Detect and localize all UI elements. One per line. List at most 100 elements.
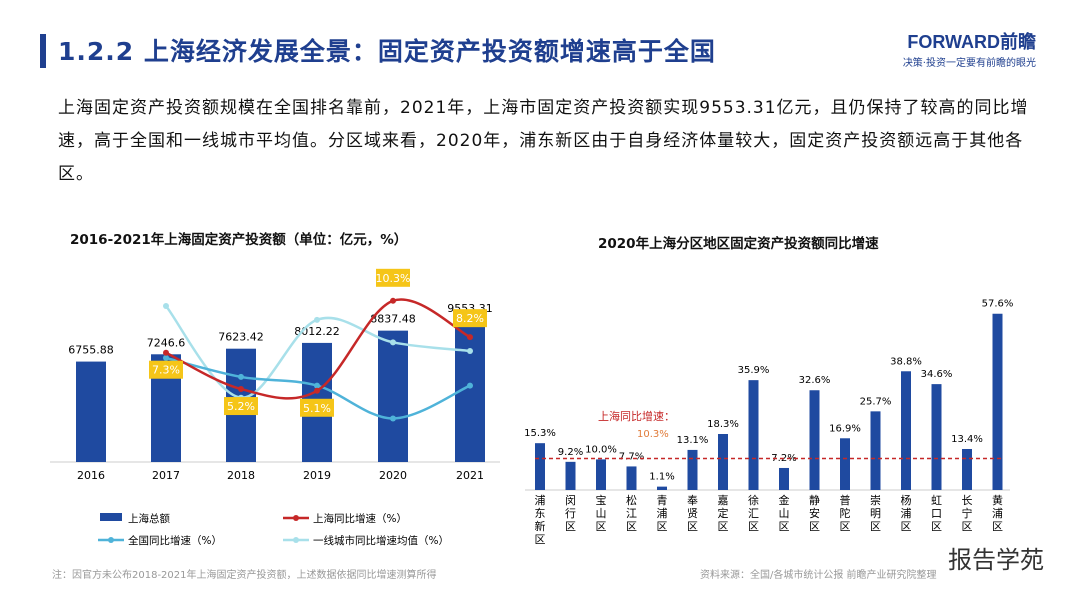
summary-paragraph: 上海固定资产投资额规模在全国排名靠前，2021年，上海市固定资产投资额实现955… [58,98,1029,184]
district-bar [962,448,972,490]
district-bar-label: 16.9% [829,423,861,434]
line-point [314,382,320,389]
growth-label-box [149,360,183,379]
district-bar [779,467,789,490]
district-bar [626,466,637,490]
district-bar-label: 25.7% [860,396,892,407]
x-tick-label: 2016 [77,469,105,482]
reference-value: 10.3% [637,429,669,440]
growth-label: 7.3% [152,364,180,377]
legend-label: 全国同比增速（%） [128,534,222,547]
district-bar [535,443,545,490]
district-bar [596,459,606,490]
district-label: 普陀区 [840,493,851,533]
growth-label: 5.1% [303,402,331,415]
x-tick-label: 2020 [379,469,407,482]
legend-swatch [100,513,122,521]
bar-total-2020 [378,330,408,462]
district-bar-label: 9.2% [558,447,583,458]
bar-label: 7623.42 [218,331,264,344]
line-point [238,373,244,380]
district-bar [809,390,820,490]
legend-label: 一线城市同比增速均值（%） [313,534,449,547]
district-label: 松江区 [626,493,637,533]
growth-label-box [376,268,410,287]
bar-label: 8837.48 [370,313,416,326]
district-bar-label: 7.7% [619,451,644,462]
district-label: 青浦区 [657,494,668,533]
reference-label: 上海同比增速： [598,409,675,423]
watermark: 报告学苑 [948,546,1044,574]
district-bar [840,438,850,490]
growth-label-box [300,398,334,417]
district-label: 浦东新区 [535,494,546,546]
brand-name: FORWARD前瞻 [907,32,1036,52]
line-point [314,387,320,394]
district-label: 奉贤区 [687,493,698,533]
legend-label: 上海同比增速（%） [313,512,407,525]
district-bar [901,371,911,490]
district-bar-label: 38.8% [890,356,922,367]
line-point [163,354,169,361]
x-tick-label: 2019 [303,469,331,482]
district-bar-label: 15.3% [524,428,556,439]
district-label: 长宁区 [962,494,973,533]
district-bar-label: 13.4% [951,434,983,445]
district-label: 杨浦区 [901,493,912,533]
title-accent [40,34,46,68]
legend-marker [108,537,114,543]
bar-label: 6755.88 [68,344,114,357]
district-bar [718,434,728,490]
bar-total-2016 [76,361,106,462]
legend-marker [293,515,299,521]
line-point [238,386,244,393]
brand-logo: FORWARD前瞻 决策·投资一定要有前瞻的眼光 [903,28,1036,69]
district-bar [931,384,942,490]
right-chart-title: 2020年上海分区地区固定资产投资额同比增速 [598,236,879,252]
district-bar [870,411,881,490]
district-label: 宝山区 [596,493,607,533]
district-label: 嘉定区 [718,493,729,533]
district-bar-label: 10.0% [585,444,617,455]
district-label: 虹口区 [931,494,942,533]
district-bar-label: 32.6% [799,375,831,386]
line-point [467,334,473,341]
x-tick-label: 2017 [152,469,180,482]
line-point [390,415,396,422]
district-label: 崇明区 [870,494,881,533]
growth-label: 8.2% [456,312,484,325]
x-tick-label: 2018 [227,469,255,482]
district-bar-label: 1.1% [649,472,674,483]
legend-marker [293,537,299,543]
footnote: 注：因官方未公布2018-2021年上海固定资产投资额，上述数据依据同比增速测算… [52,570,437,581]
line-point [163,303,169,309]
growth-label-box [224,397,258,416]
district-bar [748,380,759,490]
district-bar [565,461,576,490]
district-label: 闵行区 [565,493,576,533]
growth-label: 5.2% [227,400,255,413]
district-label: 徐汇区 [748,493,759,533]
line-point [314,316,320,323]
district-bar [992,313,1003,490]
line-point [163,349,169,356]
line-point [467,347,473,354]
district-bar [657,486,667,490]
district-label: 金山区 [779,493,790,533]
district-bar-label: 34.6% [921,369,953,380]
district-bar-label: 18.3% [707,419,739,430]
left-chart-title: 2016-2021年上海固定资产投资额（单位：亿元，%） [70,232,408,248]
bar-label: 7246.6 [147,336,186,349]
growth-label: 10.3% [376,272,411,285]
line-series-2 [165,305,471,399]
district-label: 静安区 [809,493,820,533]
district-bar-label: 35.9% [738,365,770,376]
page-title: 1.2.2 上海经济发展全景：固定资产投资额增速高于全国 [58,37,716,66]
brand-slogan: 决策·投资一定要有前瞻的眼光 [902,58,1036,69]
district-bar-label: 13.1% [677,435,709,446]
line-point [390,297,396,304]
line-point [390,339,396,346]
district-bar [687,449,698,490]
source-note: 资料来源：全国/各城市统计公报 前瞻产业研究院整理 [700,570,937,581]
